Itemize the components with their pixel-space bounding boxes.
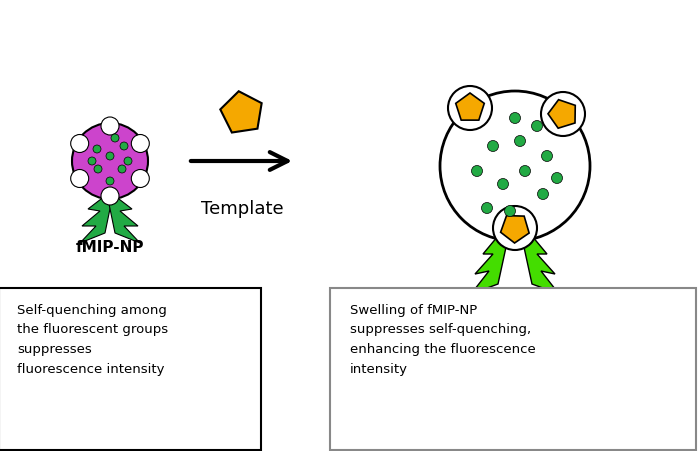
- Circle shape: [72, 124, 148, 199]
- Circle shape: [482, 203, 493, 214]
- Text: Self-quenching among
the fluorescent groups
suppresses
fluorescence intensity: Self-quenching among the fluorescent gro…: [17, 304, 168, 375]
- Circle shape: [93, 146, 101, 154]
- Text: Template: Template: [201, 199, 284, 217]
- Circle shape: [132, 170, 149, 188]
- Circle shape: [124, 158, 132, 166]
- Circle shape: [514, 136, 526, 147]
- FancyBboxPatch shape: [330, 288, 696, 450]
- Circle shape: [552, 173, 563, 184]
- Circle shape: [487, 141, 498, 152]
- Polygon shape: [456, 94, 484, 121]
- Circle shape: [448, 87, 492, 131]
- Polygon shape: [500, 216, 529, 244]
- Polygon shape: [548, 101, 575, 129]
- Circle shape: [101, 118, 119, 136]
- Polygon shape: [220, 92, 262, 133]
- Circle shape: [132, 135, 149, 153]
- Circle shape: [541, 93, 585, 137]
- Circle shape: [111, 135, 119, 143]
- Circle shape: [531, 121, 542, 132]
- Circle shape: [493, 207, 537, 250]
- Circle shape: [101, 188, 119, 206]
- Circle shape: [498, 179, 508, 190]
- Polygon shape: [471, 236, 508, 295]
- Circle shape: [94, 166, 102, 174]
- FancyBboxPatch shape: [0, 288, 261, 450]
- Circle shape: [106, 178, 114, 186]
- Circle shape: [106, 152, 114, 161]
- Circle shape: [440, 92, 590, 241]
- Circle shape: [542, 151, 552, 162]
- Text: Swelling of fMIP-NP
suppresses self-quenching,
enhancing the fluorescence
intens: Swelling of fMIP-NP suppresses self-quen…: [350, 304, 536, 375]
- Circle shape: [519, 166, 531, 177]
- Circle shape: [118, 166, 126, 174]
- Circle shape: [472, 166, 482, 177]
- Circle shape: [71, 170, 89, 188]
- Circle shape: [510, 113, 521, 124]
- Circle shape: [71, 135, 89, 153]
- Polygon shape: [80, 197, 112, 244]
- Circle shape: [505, 206, 515, 217]
- Circle shape: [120, 143, 128, 151]
- Text: fMIP-NP: fMIP-NP: [76, 239, 144, 254]
- Circle shape: [88, 158, 96, 166]
- Circle shape: [538, 189, 549, 200]
- Polygon shape: [522, 236, 559, 295]
- Polygon shape: [108, 197, 140, 244]
